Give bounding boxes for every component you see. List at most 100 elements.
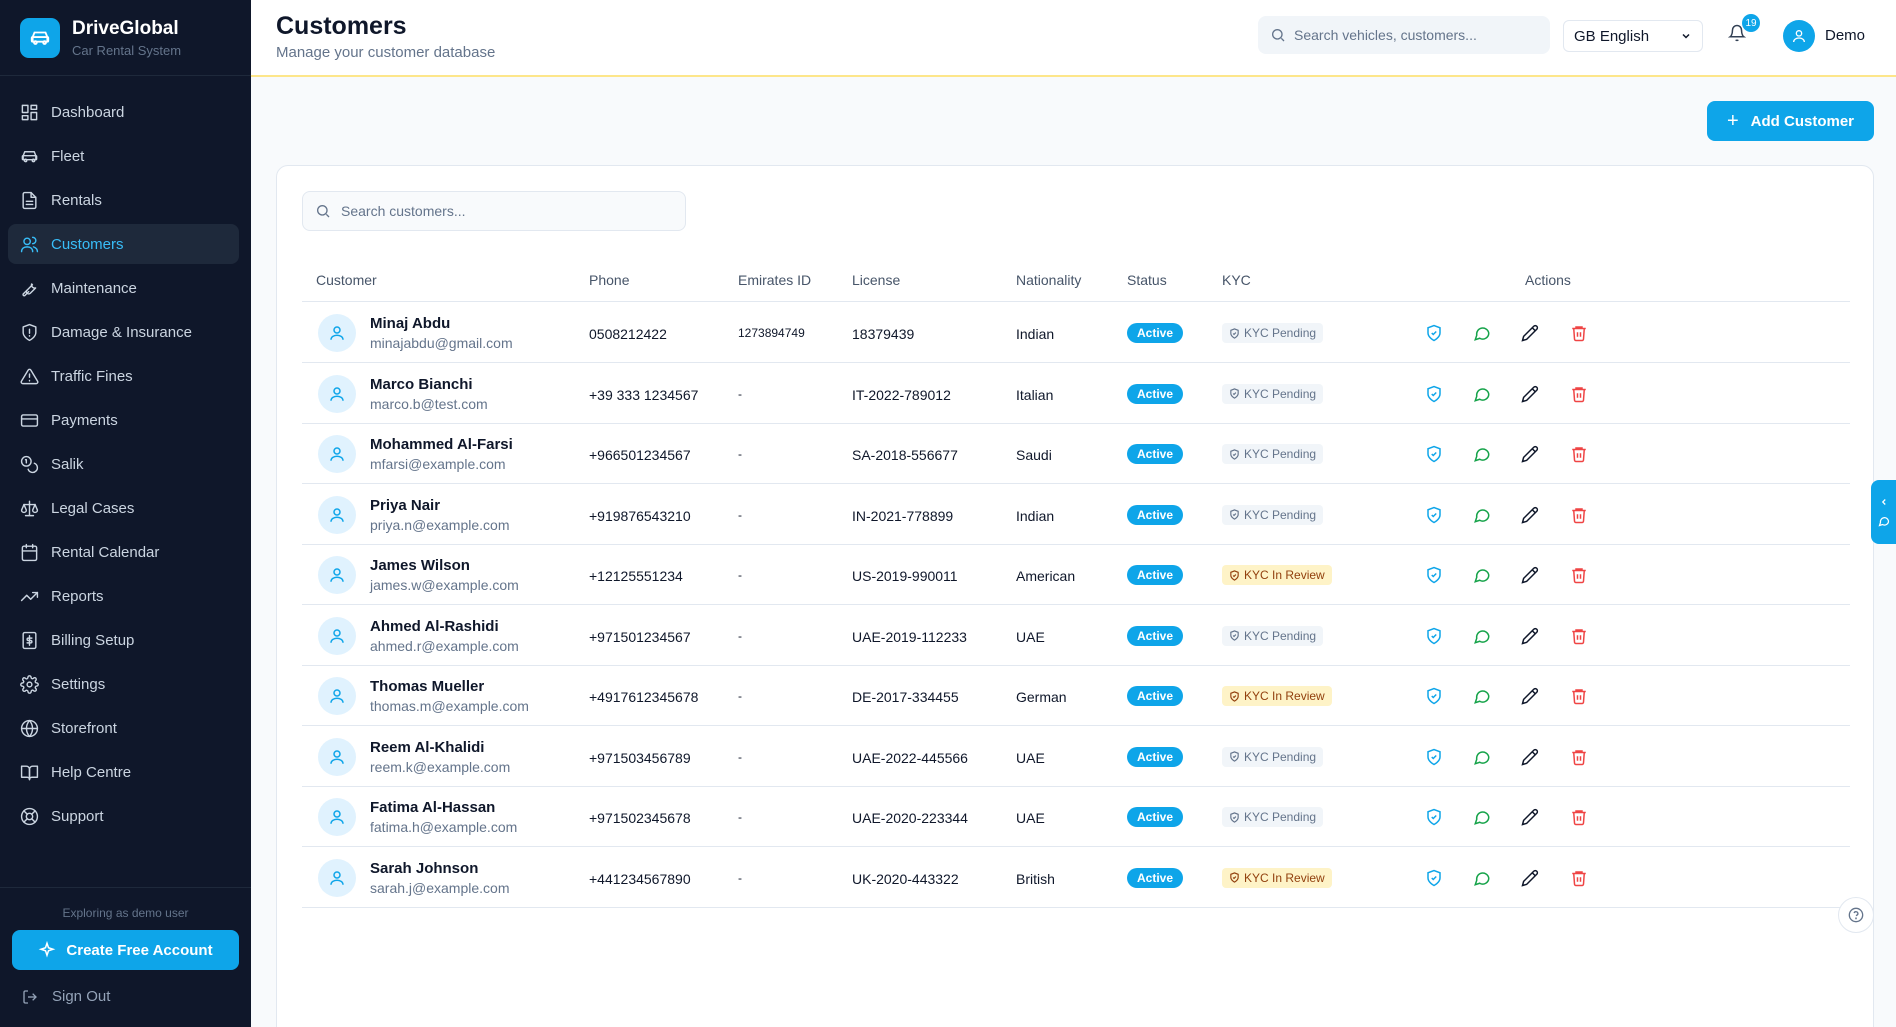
edit-pencil-icon[interactable]: [1521, 506, 1539, 524]
edit-pencil-icon[interactable]: [1521, 627, 1539, 645]
delete-trash-icon[interactable]: [1570, 445, 1588, 463]
edit-pencil-icon[interactable]: [1521, 748, 1539, 766]
table-row[interactable]: Fatima Al-Hassan fatima.h@example.com +9…: [302, 787, 1850, 847]
kyc-badge: KYC In Review: [1222, 565, 1332, 585]
whatsapp-icon[interactable]: [1473, 566, 1491, 584]
verify-shield-icon[interactable]: [1425, 445, 1443, 463]
sidebar-item-damage-and-insurance[interactable]: Damage & Insurance: [8, 312, 239, 352]
delete-trash-icon[interactable]: [1570, 869, 1588, 887]
customer-avatar: [318, 858, 356, 897]
customer-avatar: [318, 677, 356, 715]
sidebar-item-storefront[interactable]: Storefront: [8, 708, 239, 748]
status-badge: Active: [1127, 746, 1184, 767]
table-row[interactable]: Marco Bianchi marco.b@test.com +39 333 1…: [302, 364, 1850, 424]
sign-out-button[interactable]: Sign Out: [0, 988, 251, 1005]
lifebuoy-icon: [20, 807, 39, 825]
table-row[interactable]: Ahmed Al-Rashidi ahmed.r@example.com +97…: [302, 606, 1850, 666]
edit-pencil-icon[interactable]: [1521, 324, 1539, 342]
whatsapp-icon[interactable]: [1473, 445, 1491, 463]
customer-emirates-id: -: [738, 507, 742, 522]
customers-card: Search customers... Customer Phone Emira…: [276, 165, 1874, 1027]
whatsapp-icon[interactable]: [1473, 808, 1491, 826]
sidebar-item-salik[interactable]: Salik: [8, 444, 239, 484]
table-row[interactable]: Thomas Mueller thomas.m@example.com +491…: [302, 666, 1850, 726]
verify-shield-icon[interactable]: [1425, 566, 1443, 584]
sidebar-item-legal-cases[interactable]: Legal Cases: [8, 488, 239, 528]
sidebar-item-billing-setup[interactable]: Billing Setup: [8, 620, 239, 660]
create-account-button[interactable]: Create Free Account: [12, 930, 239, 970]
whatsapp-icon[interactable]: [1473, 324, 1491, 342]
whatsapp-icon[interactable]: [1473, 869, 1491, 887]
sidebar-item-maintenance[interactable]: Maintenance: [8, 268, 239, 308]
warning-icon: [20, 368, 39, 384]
verify-shield-icon[interactable]: [1425, 506, 1443, 524]
delete-trash-icon[interactable]: [1570, 506, 1588, 524]
customer-phone: +441234567890: [589, 870, 691, 887]
sidebar-item-rentals[interactable]: Rentals: [8, 180, 239, 220]
sidebar-item-label: Support: [51, 807, 104, 825]
verify-shield-icon[interactable]: [1425, 808, 1443, 826]
sidebar-item-dashboard[interactable]: Dashboard: [8, 92, 239, 132]
add-customer-button[interactable]: + Add Customer: [1707, 101, 1874, 141]
chevron-left-icon: [1881, 499, 1886, 505]
edit-pencil-icon[interactable]: [1521, 687, 1539, 705]
shield-check-icon: [1230, 811, 1239, 823]
sidebar-item-customers[interactable]: Customers: [8, 224, 239, 264]
gear-icon: [20, 674, 39, 694]
delete-trash-icon[interactable]: [1570, 748, 1588, 766]
verify-shield-icon[interactable]: [1425, 627, 1443, 645]
delete-trash-icon[interactable]: [1570, 687, 1588, 705]
user-name[interactable]: Demo: [1825, 27, 1866, 44]
car-logo-icon: [20, 17, 60, 58]
global-search-input[interactable]: Search vehicles, customers...: [1258, 16, 1550, 54]
verify-shield-icon[interactable]: [1425, 748, 1443, 766]
whatsapp-icon[interactable]: [1473, 627, 1491, 645]
sidebar-item-label: Payments: [51, 411, 118, 429]
verify-shield-icon[interactable]: [1425, 869, 1443, 887]
customer-search-input[interactable]: Search customers...: [302, 191, 686, 231]
sidebar-item-traffic-fines[interactable]: Traffic Fines: [8, 356, 239, 396]
customer-name: Priya Nair: [370, 496, 441, 514]
verify-shield-icon[interactable]: [1425, 324, 1443, 342]
sidebar-item-rental-calendar[interactable]: Rental Calendar: [8, 532, 239, 572]
bell-icon[interactable]: [1728, 24, 1746, 42]
verify-shield-icon[interactable]: [1425, 687, 1443, 705]
table-row[interactable]: Minaj Abdu minajabdu@gmail.com 050821242…: [302, 303, 1850, 363]
table-row[interactable]: Reem Al-Khalidi reem.k@example.com +9715…: [302, 727, 1850, 787]
sidebar-item-help-centre[interactable]: Help Centre: [8, 752, 239, 792]
language-select[interactable]: GB English: [1563, 20, 1703, 52]
customer-avatar: [318, 616, 356, 655]
table-row[interactable]: Mohammed Al-Farsi mfarsi@example.com +96…: [302, 424, 1850, 484]
sidebar-item-payments[interactable]: Payments: [8, 400, 239, 440]
whatsapp-icon[interactable]: [1473, 385, 1491, 403]
table-row[interactable]: Priya Nair priya.n@example.com +91987654…: [302, 485, 1850, 545]
sidebar-item-settings[interactable]: Settings: [8, 664, 239, 704]
column-header-kyc: KYC: [1222, 272, 1251, 288]
whatsapp-icon[interactable]: [1473, 506, 1491, 524]
sidebar-item-fleet[interactable]: Fleet: [8, 136, 239, 176]
edit-pencil-icon[interactable]: [1521, 869, 1539, 887]
kyc-label: KYC Pending: [1244, 386, 1317, 401]
whatsapp-icon[interactable]: [1473, 687, 1491, 705]
edit-pencil-icon[interactable]: [1521, 566, 1539, 584]
customer-emirates-id: -: [738, 689, 742, 703]
user-avatar[interactable]: [1783, 20, 1815, 52]
table-row[interactable]: James Wilson james.w@example.com +121255…: [302, 545, 1850, 605]
sidebar-item-reports[interactable]: Reports: [8, 576, 239, 616]
sidebar-item-label: Salik: [51, 455, 84, 473]
delete-trash-icon[interactable]: [1570, 566, 1588, 584]
sidebar-item-support[interactable]: Support: [8, 796, 239, 836]
verify-shield-icon[interactable]: [1425, 385, 1443, 403]
table-row[interactable]: Sarah Johnson sarah.j@example.com +44123…: [302, 848, 1850, 908]
edit-pencil-icon[interactable]: [1521, 445, 1539, 463]
whatsapp-icon[interactable]: [1473, 748, 1491, 766]
edit-pencil-icon[interactable]: [1521, 385, 1539, 403]
delete-trash-icon[interactable]: [1570, 324, 1588, 342]
delete-trash-icon[interactable]: [1570, 385, 1588, 403]
feedback-tab[interactable]: [1871, 480, 1896, 544]
delete-trash-icon[interactable]: [1570, 808, 1588, 826]
customer-name: Minaj Abdu: [370, 315, 451, 332]
delete-trash-icon[interactable]: [1570, 627, 1588, 645]
edit-pencil-icon[interactable]: [1521, 808, 1539, 826]
help-button[interactable]: [1838, 897, 1874, 933]
